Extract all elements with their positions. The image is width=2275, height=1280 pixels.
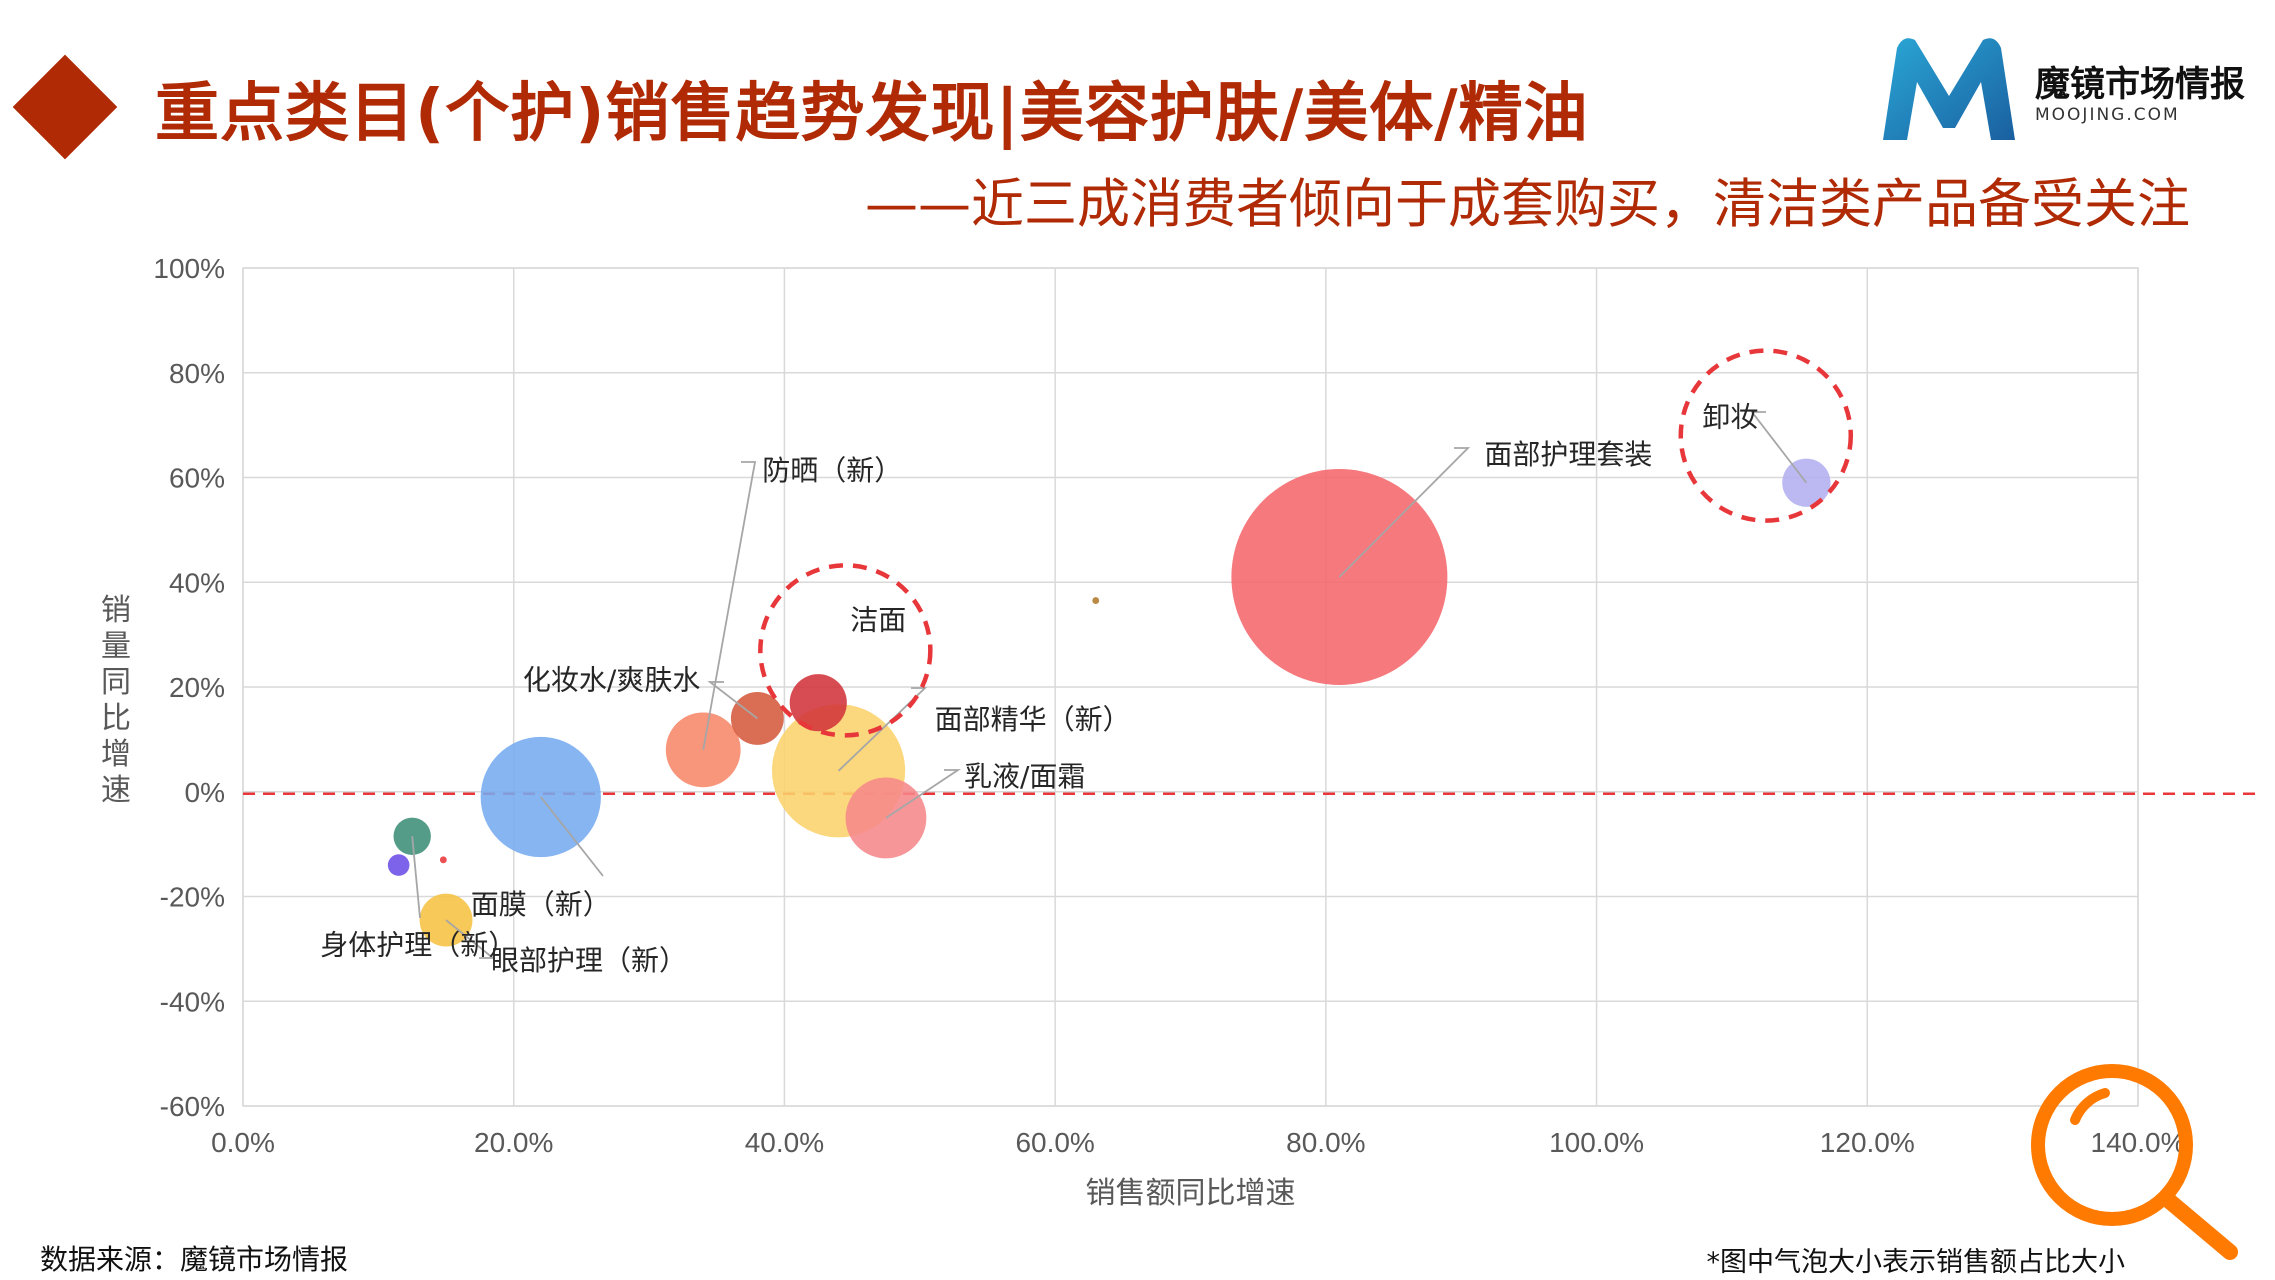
y-axis-title-char: 销 xyxy=(101,593,131,628)
logo-m-icon xyxy=(1883,38,2015,141)
y-axis-title-char: 增 xyxy=(101,737,131,772)
leader-lines xyxy=(411,411,1808,959)
y-axis-title-char: 量 xyxy=(101,629,131,664)
x-tick-label: 40.0% xyxy=(745,1127,824,1158)
bubble xyxy=(1092,597,1100,604)
bubble xyxy=(789,674,847,732)
bubble xyxy=(387,854,410,876)
x-tick-label: 80.0% xyxy=(1286,1127,1365,1158)
y-tick-label: 40% xyxy=(169,567,225,598)
y-axis-title-char: 比 xyxy=(101,701,131,736)
leader-line xyxy=(1338,447,1471,578)
leader-line xyxy=(540,796,604,877)
logo-name: 魔镜市场情报 xyxy=(2035,65,2246,105)
magnifier-handle xyxy=(2159,1191,2238,1260)
bubble-label: 化妆水/爽肤水 xyxy=(523,663,700,696)
bubble xyxy=(730,691,784,745)
magnifier-glint xyxy=(2070,1088,2110,1125)
bubble-size-note: *图中气泡大小表示销售额占比大小 xyxy=(1706,1247,2126,1278)
y-axis-title-char: 同 xyxy=(101,665,131,700)
highlight-circle xyxy=(1678,348,1854,523)
bubble xyxy=(393,817,431,855)
y-tick-label: 20% xyxy=(169,672,225,703)
bubble-label: 面膜（新） xyxy=(471,888,611,921)
bubble-label: 洁面 xyxy=(850,604,906,637)
leader-line xyxy=(411,836,421,919)
bubble xyxy=(439,856,447,864)
leader-line xyxy=(702,461,757,751)
page-title: 重点类目(个护)销售趋势发现|美容护肤/美体/精油 xyxy=(155,77,1589,151)
page-subtitle: ——近三成消费者倾向于成套购买，清洁类产品备受关注 xyxy=(865,174,2190,235)
y-axis-title: 销量同比增速 xyxy=(101,593,131,808)
y-tick-label: -20% xyxy=(160,882,225,913)
y-tick-label: 100% xyxy=(153,253,225,284)
bubble-label: 防晒（新） xyxy=(762,454,902,487)
y-axis-title-char: 速 xyxy=(101,773,131,808)
leader-line xyxy=(837,687,928,772)
bubble-label: 眼部护理（新） xyxy=(491,944,687,977)
x-axis-title: 销售额同比增速 xyxy=(1086,1176,1296,1211)
y-tick-label: 60% xyxy=(169,463,225,494)
leader-line xyxy=(445,919,496,959)
axis-ticks: 100% 80% 60% 40% 20% 0% -20% -40% -60% 0.0% 20.0% 4… xyxy=(153,253,2185,1158)
x-tick-label: 20.0% xyxy=(474,1127,553,1158)
x-tick-label: 0.0% xyxy=(211,1127,275,1158)
x-tick-label: 140.0% xyxy=(2091,1127,2186,1158)
leader-line xyxy=(707,681,758,720)
leader-line xyxy=(885,769,961,819)
x-tick-label: 100.0% xyxy=(1549,1127,1644,1158)
highlight-circles xyxy=(758,348,1854,738)
bubble-label: 面部护理套装 xyxy=(1484,438,1652,471)
y-tick-label: -40% xyxy=(160,986,225,1017)
magnifier-ring xyxy=(2031,1064,2193,1226)
x-tick-label: 60.0% xyxy=(1015,1127,1094,1158)
data-source: 数据来源：魔镜市场情报 xyxy=(40,1243,349,1276)
chart-grid xyxy=(242,267,2139,1107)
logo-domain: MOOJING.COM xyxy=(2035,105,2180,125)
bubble-label: 乳液/面霜 xyxy=(964,760,1085,793)
bubble-label: 卸妆 xyxy=(1702,401,1758,434)
moojing-logo xyxy=(1883,38,2015,141)
highlight-circle xyxy=(758,563,933,738)
y-tick-label: -60% xyxy=(160,1091,225,1122)
leader-line xyxy=(1750,411,1808,484)
magnifier-icon xyxy=(2031,1064,2238,1260)
bubble-label: 身体护理（新） xyxy=(320,928,516,961)
y-tick-label: 80% xyxy=(169,358,225,389)
x-tick-label: 120.0% xyxy=(1820,1127,1915,1158)
bubble-label: 面部精华（新） xyxy=(935,703,1131,736)
y-tick-label: 0% xyxy=(185,777,225,808)
